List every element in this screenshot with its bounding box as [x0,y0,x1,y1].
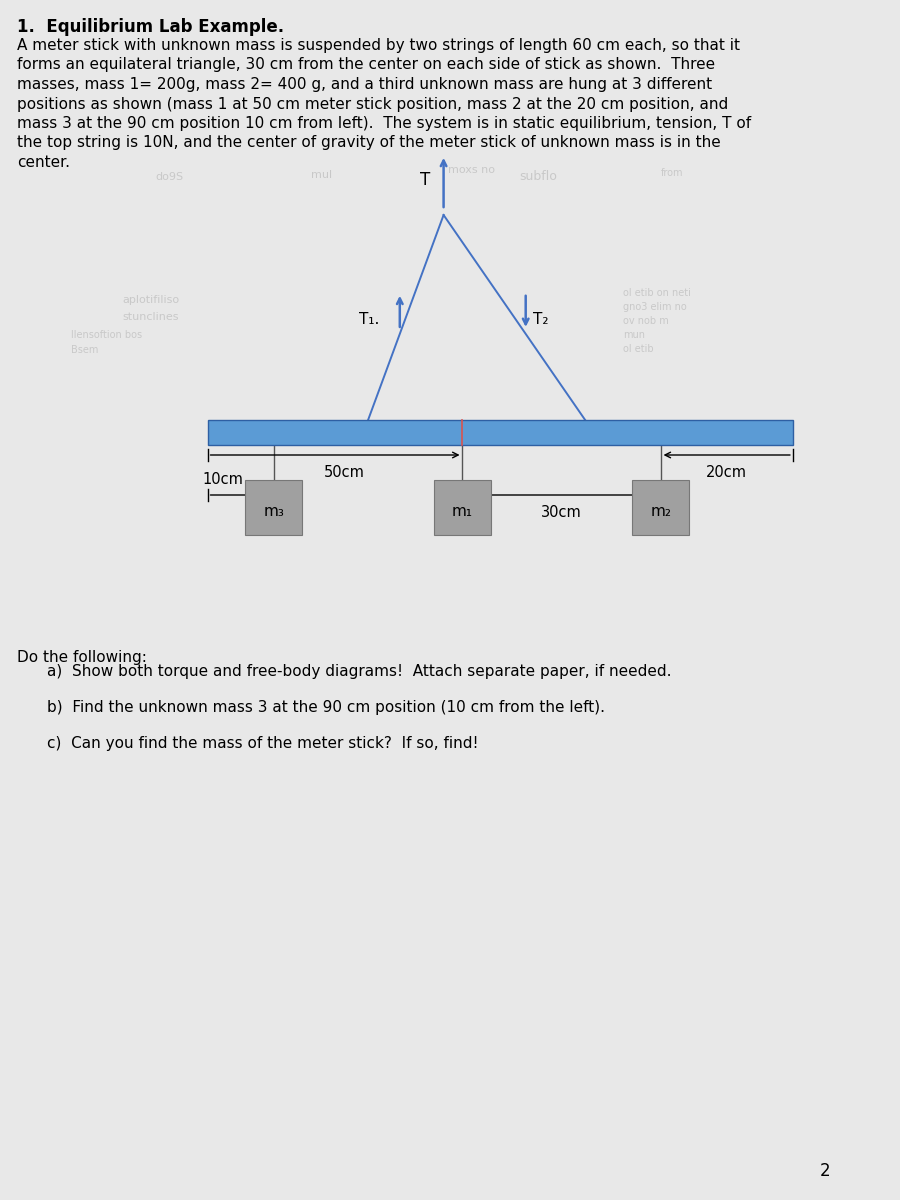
Bar [633,480,689,535]
Text: 10cm: 10cm [202,472,244,487]
Bar [246,480,302,535]
Text: b)  Find the unknown mass 3 at the 90 cm position (10 cm from the left).: b) Find the unknown mass 3 at the 90 cm … [47,700,605,715]
Text: moxs no: moxs no [448,164,495,175]
Text: m₁: m₁ [452,504,473,520]
Text: Bsem: Bsem [71,346,98,355]
Text: masses, mass 1= 200g, mass 2= 400 g, and a third unknown mass are hung at 3 diff: masses, mass 1= 200g, mass 2= 400 g, and… [17,77,712,92]
Text: T: T [420,170,430,188]
Text: A meter stick with unknown mass is suspended by two strings of length 60 cm each: A meter stick with unknown mass is suspe… [17,38,740,53]
Text: llensoftion bos: llensoftion bos [71,330,142,340]
Text: mul: mul [311,170,333,180]
Text: mass 3 at the 90 cm position 10 cm from left).  The system is in static equilibr: mass 3 at the 90 cm position 10 cm from … [17,116,752,131]
Text: the top string is 10N, and the center of gravity of the meter stick of unknown m: the top string is 10N, and the center of… [17,136,721,150]
Text: T₁.: T₁. [359,312,379,326]
Text: stunclines: stunclines [122,312,179,322]
Text: mun: mun [623,330,645,340]
Text: forms an equilateral triangle, 30 cm from the center on each side of stick as sh: forms an equilateral triangle, 30 cm fro… [17,58,716,72]
Text: positions as shown (mass 1 at 50 cm meter stick position, mass 2 at the 20 cm po: positions as shown (mass 1 at 50 cm mete… [17,96,728,112]
Text: aplotifiliso: aplotifiliso [122,295,180,305]
Text: do9S: do9S [156,172,184,182]
Text: from: from [661,168,683,178]
Text: gno3 elim no: gno3 elim no [623,302,687,312]
Text: m₂: m₂ [650,504,671,520]
Text: ov nob m: ov nob m [623,316,669,326]
Text: 2: 2 [820,1162,831,1180]
Text: m₃: m₃ [264,504,284,520]
Text: ol etib on neti: ol etib on neti [623,288,691,298]
Bar [208,420,793,445]
Text: 20cm: 20cm [706,464,747,480]
Text: 1.  Equilibrium Lab Example.: 1. Equilibrium Lab Example. [17,18,284,36]
Text: 30cm: 30cm [541,505,582,520]
Text: center.: center. [17,155,70,170]
Text: subflo: subflo [519,170,557,182]
Text: a)  Show both torque and free-body diagrams!  Attach separate paper, if needed.: a) Show both torque and free-body diagra… [47,664,671,679]
Bar [434,480,491,535]
Text: T₂: T₂ [534,312,549,326]
Text: Do the following:: Do the following: [17,650,147,665]
Text: ol etib: ol etib [623,344,653,354]
Text: c)  Can you find the mass of the meter stick?  If so, find!: c) Can you find the mass of the meter st… [47,736,479,751]
Text: 50cm: 50cm [324,464,365,480]
